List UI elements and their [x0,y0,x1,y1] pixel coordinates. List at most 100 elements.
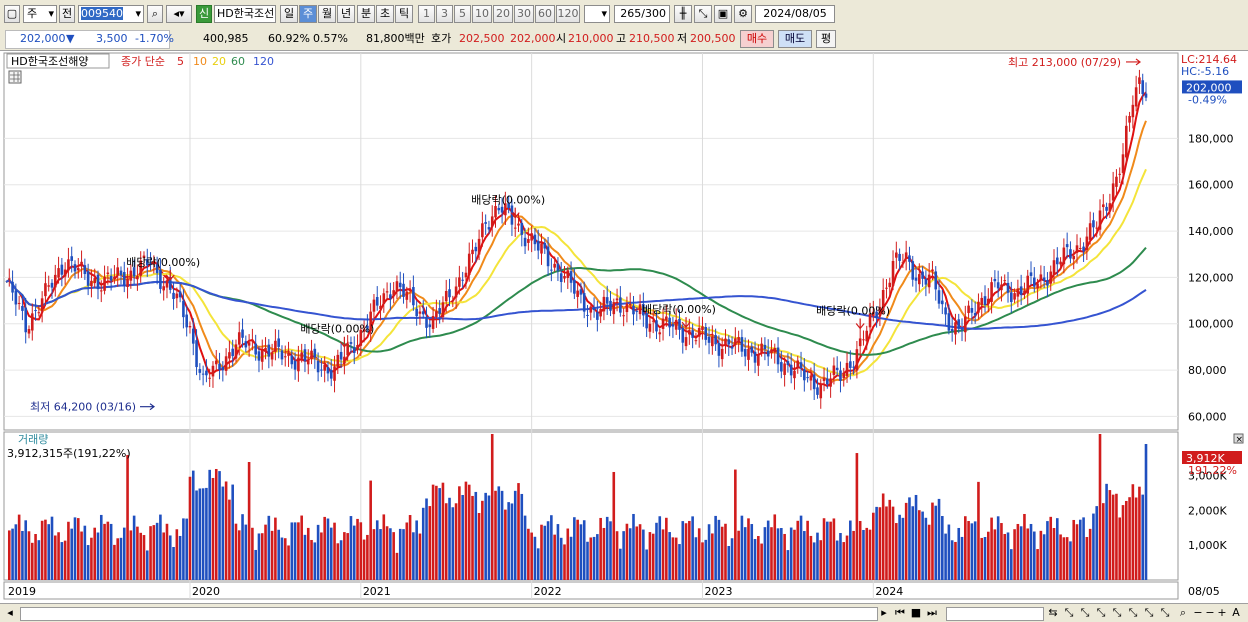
candle-body [540,243,543,254]
plus-icon[interactable]: + [1217,606,1227,619]
volume-bar [904,502,908,580]
window-menu-icon[interactable]: ▢ [4,5,20,23]
minus-icon[interactable]: − [1193,606,1203,619]
zoom-icon[interactable]: ⌕ [1179,606,1187,619]
volume-bar [53,535,57,580]
volume-bar [267,515,271,580]
candle-body [142,255,146,259]
close-icon-glyph: × [1236,435,1244,445]
candle-body [369,311,372,332]
buy-button[interactable]: 매수 [740,30,774,48]
sell-button[interactable]: 매도 [778,30,812,48]
draw-tool-icon-2[interactable]: ⤡ [1080,606,1090,619]
volume-bar [550,515,553,580]
candle-body [563,276,566,279]
draw-tool-icon-6[interactable]: ⤡ [1144,606,1154,619]
candle-icon[interactable]: ╫ [674,5,692,23]
avg-button[interactable]: 평 [816,30,836,48]
candle-body [609,300,612,311]
candle-body [941,300,944,305]
count-field[interactable]: 265/300 [614,5,670,23]
volume-bar [1075,524,1079,580]
date-field[interactable]: 2024/08/05 [755,5,835,23]
tick-20[interactable]: 20 [493,5,513,23]
tick-120[interactable]: 120 [556,5,580,23]
draw-tool-icon-3[interactable]: ⤡ [1096,606,1106,619]
rewind-icon[interactable]: ⏮ [895,606,905,619]
candle-body [872,311,875,317]
candle-body [487,227,491,230]
trend-icon[interactable]: ⤡ [694,5,712,23]
volume-bar [454,503,458,580]
custom-interval-select[interactable]: ▾ [584,5,610,23]
dash-icon[interactable]: − [1205,606,1215,619]
volume-bar [471,495,474,580]
candle-body [789,364,793,376]
interval-second[interactable]: 초 [376,5,394,23]
volume-bar [352,525,356,580]
volume-bar [921,511,924,580]
font-size-icon[interactable]: A [1232,606,1240,619]
volume-bar [237,530,241,580]
tick-10[interactable]: 10 [472,5,492,23]
zoom-slider[interactable] [946,607,1044,621]
volume-bar [724,523,727,580]
interval-tick[interactable]: 틱 [395,5,413,23]
period-select[interactable]: 주 ▾ [23,5,57,23]
candle-body [323,364,326,371]
tick-60[interactable]: 60 [535,5,555,23]
volume-bar [1019,526,1023,580]
candle-body [175,293,179,299]
code-input[interactable]: 009540 ▾ [78,5,144,23]
search-icon[interactable]: ⌕ [147,5,163,23]
volume-bar [44,519,47,580]
forward-icon[interactable]: ⏭ [927,606,937,619]
price-chart[interactable]: 60,000 80,000 100,000 120,000 140,000 160,000… [0,51,1248,603]
prev-button[interactable]: 전 [59,5,75,23]
gear-icon[interactable]: ⚙ [734,5,752,23]
stop-icon[interactable]: ■ [910,606,922,619]
interval-day[interactable]: 일 [280,5,298,23]
candle-body [533,234,537,245]
tick-1[interactable]: 1 [418,5,435,23]
tick-5[interactable]: 5 [454,5,471,23]
legend-ma5: 5 [177,55,184,68]
draw-tool-icon-5[interactable]: ⤡ [1128,606,1138,619]
tick-30[interactable]: 30 [514,5,534,23]
grid-toggle-icon[interactable] [8,70,22,84]
volume-bar [586,541,589,580]
interval-week[interactable]: 주 [299,5,317,23]
play-icon[interactable]: ▸ [881,606,887,619]
scroll-left-icon[interactable]: ◂ [7,606,13,619]
save-icon[interactable]: ▣ [714,5,732,23]
candle-body [168,276,172,290]
draw-tool-icon[interactable]: ⤡ [1064,606,1074,619]
open-price: 210,000 [568,32,614,45]
speaker-icon[interactable]: ◂▾ [166,5,192,23]
draw-tool-icon-7[interactable]: ⤡ [1160,606,1170,619]
candle-body [152,261,156,265]
scroll-track[interactable] [20,607,878,621]
tick-3[interactable]: 3 [436,5,453,23]
candle-body [1138,77,1141,84]
volume-bar [139,532,142,580]
pan-icon[interactable]: ⇆ [1048,606,1058,619]
candle-body [372,299,376,312]
interval-month[interactable]: 월 [318,5,336,23]
candle-body [30,313,34,331]
close-icon[interactable] [1233,433,1244,444]
candle-body [86,271,90,286]
interval-year[interactable]: 년 [337,5,355,23]
volume-bar [684,523,688,580]
chart-area[interactable]: 60,000 80,000 100,000 120,000 140,000 160,000… [0,51,1248,603]
interval-minute[interactable]: 분 [357,5,375,23]
draw-tool-icon-4[interactable]: ⤡ [1112,606,1122,619]
volume-bar [605,516,609,580]
volume-bar [57,532,60,580]
high-label: 최고 213,000 (07/29) [1008,56,1121,69]
candle-body [303,349,307,362]
candle-body [638,304,642,315]
candle-body [126,278,129,287]
volume-bar [546,521,550,580]
volume-bar [175,529,179,580]
